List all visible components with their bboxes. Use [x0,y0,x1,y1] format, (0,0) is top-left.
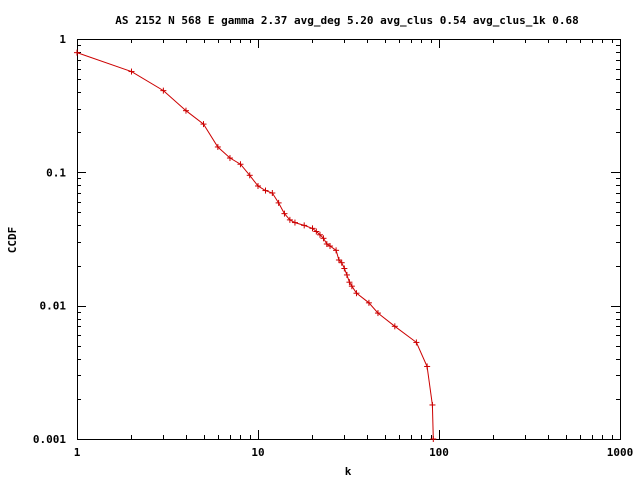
x-tick-label: 10 [251,446,264,459]
data-point [429,401,436,408]
y-tick-label: 0.1 [46,166,66,179]
data-point [343,271,350,278]
data-point [286,216,293,223]
data-point [316,231,323,238]
data-point [374,310,381,317]
data-point [338,259,345,266]
x-tick-label: 1 [74,446,81,459]
data-point [281,210,288,217]
data-point [323,241,330,248]
data-point [255,182,261,189]
data-point [182,107,189,114]
data-point [237,161,244,168]
x-tick-label: 1000 [607,446,634,459]
chart-title: AS 2152 N 568 E gamma 2.37 avg_deg 5.20 … [115,14,579,27]
data-point [74,49,80,56]
data-point [424,363,431,370]
data-point [346,279,353,286]
x-axis-label: k [345,465,352,478]
data-point [214,143,221,150]
data-point [275,199,282,206]
y-axis-label: CCDF [6,227,19,254]
data-point [341,265,348,272]
data-point [353,290,360,297]
ccdf-series-line [76,52,434,440]
data-point [291,219,298,226]
y-tick-label: 0.01 [40,300,67,313]
plot-frame [77,39,621,440]
data-point [313,228,320,235]
data-point [160,87,167,94]
ccdf-series-markers [74,49,437,442]
data-point [262,187,269,194]
data-point [269,189,276,196]
data-point [200,121,207,128]
axis-tick-labels: 1 10 100 1000 1 0.1 0.01 0.001 [33,33,633,459]
data-point [335,257,342,264]
data-point [226,155,233,162]
y-tick-label: 0.001 [33,433,66,446]
data-point [413,339,420,346]
axis-ticks [77,39,620,440]
data-point [365,299,372,306]
data-point [301,222,308,229]
data-point [309,225,316,232]
data-point [327,243,334,250]
x-tick-label: 100 [429,446,449,459]
data-point [246,172,253,179]
data-point [333,247,340,254]
data-point [430,436,437,442]
data-point [391,323,398,330]
data-point [128,68,135,75]
data-point [348,283,355,290]
data-point [320,235,327,242]
y-tick-label: 1 [59,33,66,46]
